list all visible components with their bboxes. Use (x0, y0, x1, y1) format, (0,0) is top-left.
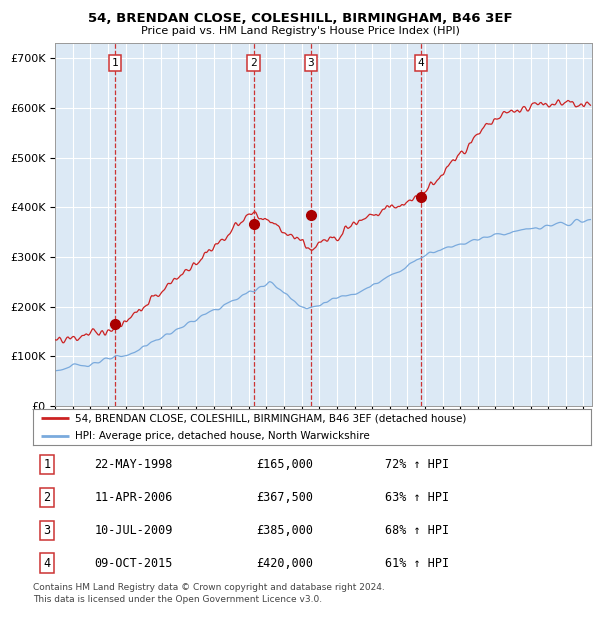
Text: 72% ↑ HPI: 72% ↑ HPI (385, 458, 449, 471)
Text: 09-OCT-2015: 09-OCT-2015 (94, 557, 173, 570)
Text: Contains HM Land Registry data © Crown copyright and database right 2024.
This d: Contains HM Land Registry data © Crown c… (33, 583, 385, 604)
Text: 11-APR-2006: 11-APR-2006 (94, 491, 173, 504)
Text: 63% ↑ HPI: 63% ↑ HPI (385, 491, 449, 504)
Text: 4: 4 (418, 58, 424, 68)
Text: 1: 1 (112, 58, 118, 68)
Text: Price paid vs. HM Land Registry's House Price Index (HPI): Price paid vs. HM Land Registry's House … (140, 26, 460, 36)
Text: 1: 1 (43, 458, 50, 471)
Text: 68% ↑ HPI: 68% ↑ HPI (385, 524, 449, 537)
Text: 22-MAY-1998: 22-MAY-1998 (94, 458, 173, 471)
Text: 3: 3 (43, 524, 50, 537)
Text: £385,000: £385,000 (256, 524, 313, 537)
Text: £367,500: £367,500 (256, 491, 313, 504)
Text: 2: 2 (43, 491, 50, 504)
Text: £165,000: £165,000 (256, 458, 313, 471)
Text: 4: 4 (43, 557, 50, 570)
Text: HPI: Average price, detached house, North Warwickshire: HPI: Average price, detached house, Nort… (75, 431, 370, 441)
Text: 54, BRENDAN CLOSE, COLESHILL, BIRMINGHAM, B46 3EF (detached house): 54, BRENDAN CLOSE, COLESHILL, BIRMINGHAM… (75, 413, 466, 423)
Text: 54, BRENDAN CLOSE, COLESHILL, BIRMINGHAM, B46 3EF: 54, BRENDAN CLOSE, COLESHILL, BIRMINGHAM… (88, 12, 512, 25)
Text: £420,000: £420,000 (256, 557, 313, 570)
Text: 3: 3 (307, 58, 314, 68)
Text: 10-JUL-2009: 10-JUL-2009 (94, 524, 173, 537)
Text: 2: 2 (250, 58, 257, 68)
Text: 61% ↑ HPI: 61% ↑ HPI (385, 557, 449, 570)
